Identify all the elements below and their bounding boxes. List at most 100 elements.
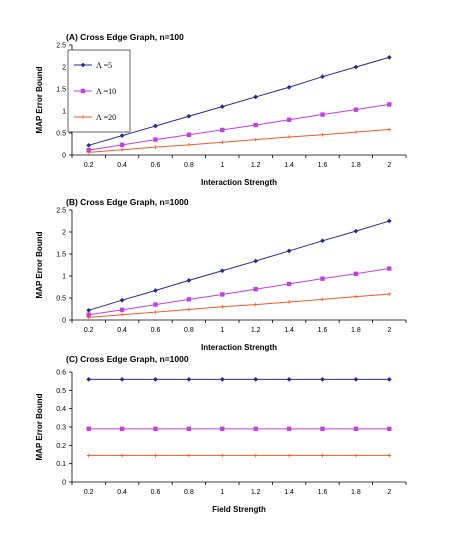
data-point [186,132,192,137]
x-tick-label: 2 [387,489,391,496]
y-tick-label: 1 [62,109,66,116]
data-point [353,228,359,234]
data-point [187,143,191,147]
y-tick-label: 0.5 [56,131,66,138]
data-point [119,426,125,432]
data-point [253,376,259,382]
data-point [86,150,91,155]
x-tick-label: 0.2 [84,327,94,334]
data-point [186,376,192,382]
series-line-3 [88,293,390,318]
panel-title: (B) Cross Edge Graph, n=1000 [66,197,189,207]
data-point [86,453,91,458]
data-point [387,102,392,107]
data-point [386,54,392,60]
x-tick-label: 2 [387,327,391,334]
data-point [119,297,125,303]
y-tick-label: 1.5 [56,252,66,259]
legend-marker [81,115,85,119]
data-point [320,112,325,117]
chart-panel-3: (C) Cross Edge Graph, n=1000 0 0.1 0.2 0.3 0.… [35,354,407,514]
data-point [153,123,158,129]
data-point [387,127,392,132]
x-tick-label: 1.4 [284,327,294,334]
y-tick-label: 0.2 [56,443,66,450]
chart-panel-1: (A) Cross Edge Graph, n=100 0 0.5 1 1.5 2 2.5 0… [35,32,407,187]
data-point [253,137,258,142]
data-point [287,300,291,304]
legend-label: Λ =20 [96,113,116,122]
y-tick-label: 0.4 [56,406,66,413]
y-axis-label: MAP Error Bound [35,231,44,298]
data-point [220,305,225,309]
data-point [86,312,91,317]
data-point [286,248,292,254]
series-line-1 [88,56,390,146]
data-point [253,287,258,292]
data-point [387,266,392,271]
data-point [354,130,358,134]
data-point [220,453,225,458]
x-tick-label: 1.2 [251,489,261,496]
data-point [320,276,325,281]
y-tick-label: 2 [62,230,66,237]
panel-title: (C) Cross Edge Graph, n=1000 [66,354,189,364]
data-point [153,302,158,307]
data-point [353,107,359,112]
y-tick-label: 2.5 [56,208,66,215]
data-point [320,453,325,458]
data-point [153,310,158,314]
y-tick-label: 2.5 [56,43,66,50]
data-point [320,297,325,302]
data-point [153,376,158,382]
x-tick-label: 1.6 [318,327,328,334]
data-point [353,376,359,382]
data-point [187,307,191,312]
y-tick-label: 0.1 [56,461,66,468]
data-point [253,122,258,128]
data-point [387,426,392,432]
data-point [86,142,92,148]
data-point [119,376,125,382]
legend-marker [80,62,86,68]
data-point [353,426,359,432]
y-tick-label: 0 [62,480,66,487]
data-point [386,218,392,224]
data-point [86,426,91,432]
y-tick-label: 2 [62,65,66,72]
data-point [220,127,225,133]
y-tick-label: 1 [62,274,66,281]
data-point [320,132,325,137]
data-point [186,297,192,302]
x-tick-label: 1.2 [251,162,261,169]
data-point [120,312,124,317]
data-point [253,302,258,307]
x-tick-label: 0.8 [184,489,194,496]
y-tick-label: 0.5 [56,388,66,395]
legend-marker [80,88,86,94]
data-point [287,453,291,458]
x-tick-label: 1 [220,489,224,496]
data-point [253,94,259,100]
data-point [187,453,191,458]
x-tick-label: 0.4 [117,162,127,169]
data-point [120,453,124,458]
data-point [320,238,325,244]
data-point [320,376,325,382]
y-tick-label: 0.3 [56,425,66,432]
x-tick-label: 1 [220,162,224,169]
data-point [286,117,292,122]
data-point [387,292,392,296]
y-axis-label: MAP Error Bound [35,393,44,460]
data-point [119,142,125,148]
data-point [220,140,225,145]
y-tick-label: 0 [62,318,66,325]
data-point [320,74,325,80]
data-point [386,376,392,382]
data-point [353,64,359,70]
data-point [387,453,392,458]
x-tick-label: 0.6 [151,162,161,169]
data-point [86,307,92,313]
data-point [253,426,258,432]
x-tick-label: 1.4 [284,162,294,169]
